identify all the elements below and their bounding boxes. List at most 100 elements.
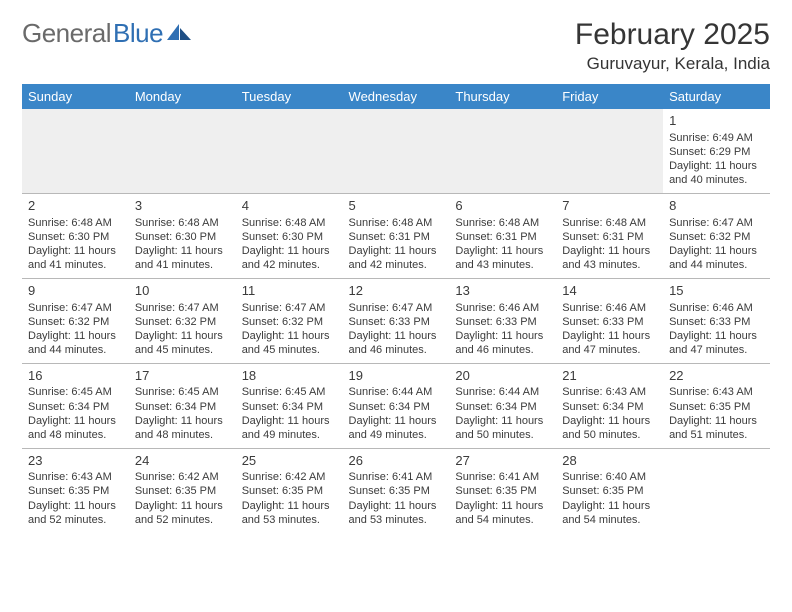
- title-block: February 2025 Guruvayur, Kerala, India: [575, 18, 770, 74]
- calendar-cell: [22, 109, 129, 193]
- day-number: 16: [28, 368, 123, 385]
- calendar-cell: 27Sunrise: 6:41 AMSunset: 6:35 PMDayligh…: [449, 448, 556, 532]
- day-number: 28: [562, 453, 657, 470]
- daylight-text: Daylight: 11 hours and 45 minutes.: [242, 329, 337, 357]
- sunset-text: Sunset: 6:32 PM: [28, 315, 123, 329]
- calendar-week-row: 2Sunrise: 6:48 AMSunset: 6:30 PMDaylight…: [22, 193, 770, 278]
- sunrise-text: Sunrise: 6:40 AM: [562, 470, 657, 484]
- sunrise-text: Sunrise: 6:47 AM: [242, 301, 337, 315]
- sunset-text: Sunset: 6:32 PM: [669, 230, 764, 244]
- sunset-text: Sunset: 6:33 PM: [455, 315, 550, 329]
- sunset-text: Sunset: 6:35 PM: [28, 484, 123, 498]
- calendar-cell: 16Sunrise: 6:45 AMSunset: 6:34 PMDayligh…: [22, 363, 129, 448]
- day-number: 13: [455, 283, 550, 300]
- sunrise-text: Sunrise: 6:47 AM: [669, 216, 764, 230]
- day-number: 21: [562, 368, 657, 385]
- sunrise-text: Sunrise: 6:45 AM: [135, 385, 230, 399]
- sunrise-text: Sunrise: 6:43 AM: [28, 470, 123, 484]
- daylight-text: Daylight: 11 hours and 54 minutes.: [562, 499, 657, 527]
- sunset-text: Sunset: 6:35 PM: [135, 484, 230, 498]
- day-number: 27: [455, 453, 550, 470]
- calendar-cell: 9Sunrise: 6:47 AMSunset: 6:32 PMDaylight…: [22, 278, 129, 363]
- daylight-text: Daylight: 11 hours and 53 minutes.: [242, 499, 337, 527]
- calendar-cell: 28Sunrise: 6:40 AMSunset: 6:35 PMDayligh…: [556, 448, 663, 532]
- sunset-text: Sunset: 6:31 PM: [349, 230, 444, 244]
- daylight-text: Daylight: 11 hours and 44 minutes.: [669, 244, 764, 272]
- day-header-row: Sunday Monday Tuesday Wednesday Thursday…: [22, 84, 770, 109]
- sunset-text: Sunset: 6:34 PM: [349, 400, 444, 414]
- day-number: 25: [242, 453, 337, 470]
- calendar-cell: 6Sunrise: 6:48 AMSunset: 6:31 PMDaylight…: [449, 193, 556, 278]
- daylight-text: Daylight: 11 hours and 47 minutes.: [669, 329, 764, 357]
- sunset-text: Sunset: 6:34 PM: [455, 400, 550, 414]
- day-header: Tuesday: [236, 84, 343, 109]
- calendar-cell: [129, 109, 236, 193]
- sunset-text: Sunset: 6:31 PM: [562, 230, 657, 244]
- sunset-text: Sunset: 6:33 PM: [562, 315, 657, 329]
- day-number: 1: [669, 113, 764, 130]
- sunrise-text: Sunrise: 6:49 AM: [669, 131, 764, 145]
- calendar-week-row: 1Sunrise: 6:49 AMSunset: 6:29 PMDaylight…: [22, 109, 770, 193]
- daylight-text: Daylight: 11 hours and 48 minutes.: [28, 414, 123, 442]
- sunrise-text: Sunrise: 6:48 AM: [135, 216, 230, 230]
- header: GeneralBlue February 2025 Guruvayur, Ker…: [22, 18, 770, 74]
- daylight-text: Daylight: 11 hours and 54 minutes.: [455, 499, 550, 527]
- sunset-text: Sunset: 6:34 PM: [562, 400, 657, 414]
- sunrise-text: Sunrise: 6:47 AM: [28, 301, 123, 315]
- calendar-cell: 7Sunrise: 6:48 AMSunset: 6:31 PMDaylight…: [556, 193, 663, 278]
- calendar-cell: [663, 448, 770, 532]
- sunrise-text: Sunrise: 6:45 AM: [242, 385, 337, 399]
- sunset-text: Sunset: 6:31 PM: [455, 230, 550, 244]
- calendar-week-row: 9Sunrise: 6:47 AMSunset: 6:32 PMDaylight…: [22, 278, 770, 363]
- calendar-table: Sunday Monday Tuesday Wednesday Thursday…: [22, 84, 770, 533]
- sunset-text: Sunset: 6:29 PM: [669, 145, 764, 159]
- day-header: Monday: [129, 84, 236, 109]
- daylight-text: Daylight: 11 hours and 46 minutes.: [349, 329, 444, 357]
- daylight-text: Daylight: 11 hours and 51 minutes.: [669, 414, 764, 442]
- day-number: 20: [455, 368, 550, 385]
- logo-text-blue: Blue: [113, 18, 163, 49]
- calendar-cell: 26Sunrise: 6:41 AMSunset: 6:35 PMDayligh…: [343, 448, 450, 532]
- calendar-body: 1Sunrise: 6:49 AMSunset: 6:29 PM Daylight…: [22, 109, 770, 533]
- day-number: 26: [349, 453, 444, 470]
- sunset-text: Sunset: 6:32 PM: [135, 315, 230, 329]
- calendar-cell: 20Sunrise: 6:44 AMSunset: 6:34 PMDayligh…: [449, 363, 556, 448]
- day-number: 18: [242, 368, 337, 385]
- sunrise-text: Sunrise: 6:48 AM: [28, 216, 123, 230]
- calendar-cell: 14Sunrise: 6:46 AMSunset: 6:33 PMDayligh…: [556, 278, 663, 363]
- sunset-text: Sunset: 6:35 PM: [242, 484, 337, 498]
- sunrise-text: Sunrise: 6:47 AM: [135, 301, 230, 315]
- daylight-text: Daylight: 11 hours and 45 minutes.: [135, 329, 230, 357]
- daylight-text: Daylight: 11 hours and 49 minutes.: [349, 414, 444, 442]
- calendar-week-row: 16Sunrise: 6:45 AMSunset: 6:34 PMDayligh…: [22, 363, 770, 448]
- daylight-text: Daylight: 11 hours and 43 minutes.: [455, 244, 550, 272]
- calendar-cell: 10Sunrise: 6:47 AMSunset: 6:32 PMDayligh…: [129, 278, 236, 363]
- calendar-head: Sunday Monday Tuesday Wednesday Thursday…: [22, 84, 770, 109]
- sunset-text: Sunset: 6:33 PM: [349, 315, 444, 329]
- day-number: 5: [349, 198, 444, 215]
- daylight-text: Daylight: 11 hours and 50 minutes.: [562, 414, 657, 442]
- calendar-cell: 22Sunrise: 6:43 AMSunset: 6:35 PMDayligh…: [663, 363, 770, 448]
- day-header: Saturday: [663, 84, 770, 109]
- sunrise-text: Sunrise: 6:46 AM: [562, 301, 657, 315]
- day-number: 14: [562, 283, 657, 300]
- month-title: February 2025: [575, 18, 770, 52]
- sunset-text: Sunset: 6:34 PM: [135, 400, 230, 414]
- daylight-text: Daylight: 11 hours and 53 minutes.: [349, 499, 444, 527]
- day-number: 11: [242, 283, 337, 300]
- day-number: 23: [28, 453, 123, 470]
- logo: GeneralBlue: [22, 18, 193, 49]
- day-number: 24: [135, 453, 230, 470]
- sunset-text: Sunset: 6:30 PM: [242, 230, 337, 244]
- sunrise-text: Sunrise: 6:42 AM: [242, 470, 337, 484]
- calendar-week-row: 23Sunrise: 6:43 AMSunset: 6:35 PMDayligh…: [22, 448, 770, 532]
- sunrise-text: Sunrise: 6:48 AM: [562, 216, 657, 230]
- sunrise-text: Sunrise: 6:41 AM: [349, 470, 444, 484]
- calendar-cell: 4Sunrise: 6:48 AMSunset: 6:30 PMDaylight…: [236, 193, 343, 278]
- calendar-cell: 1Sunrise: 6:49 AMSunset: 6:29 PMDaylight…: [663, 109, 770, 193]
- calendar-cell: 24Sunrise: 6:42 AMSunset: 6:35 PMDayligh…: [129, 448, 236, 532]
- calendar-cell: 18Sunrise: 6:45 AMSunset: 6:34 PMDayligh…: [236, 363, 343, 448]
- sunrise-text: Sunrise: 6:43 AM: [669, 385, 764, 399]
- daylight-text: Daylight: 11 hours and 46 minutes.: [455, 329, 550, 357]
- sunset-text: Sunset: 6:35 PM: [669, 400, 764, 414]
